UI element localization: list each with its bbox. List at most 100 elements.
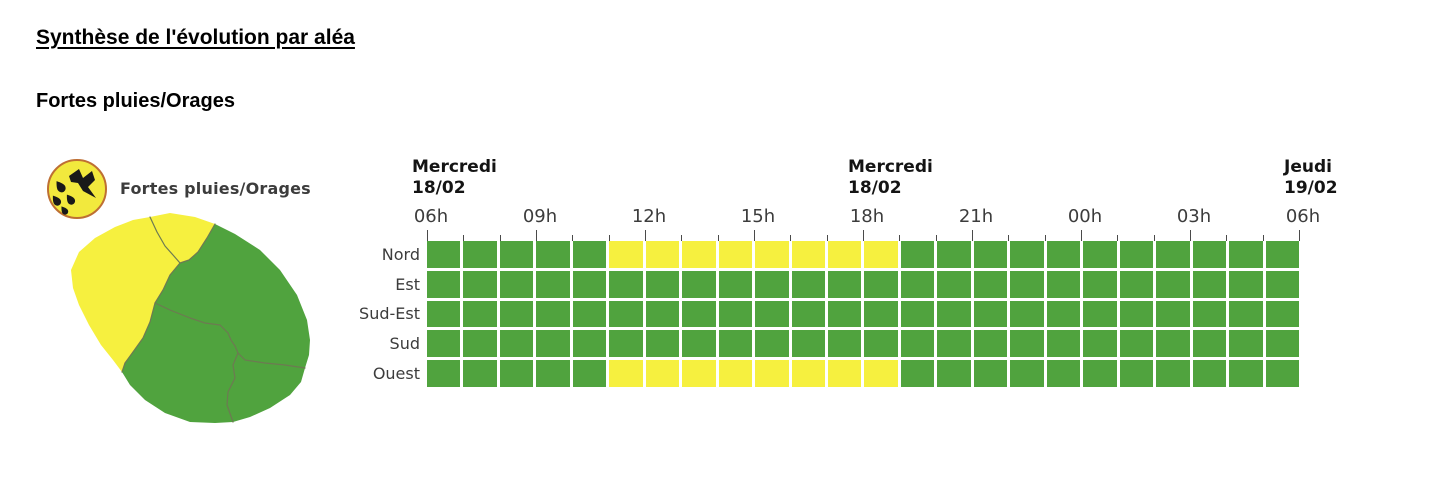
grid-cell <box>572 360 607 387</box>
grid-cell <box>864 360 898 387</box>
grid-cell <box>1010 300 1044 328</box>
grid-cell <box>864 300 898 328</box>
grid-cell <box>499 360 534 387</box>
grid-cell <box>645 300 680 328</box>
grid-cell <box>973 360 1008 387</box>
grid-cell <box>1119 241 1154 268</box>
grid-cell <box>463 241 497 268</box>
grid-cell <box>609 270 643 298</box>
grid-cell <box>828 330 862 358</box>
major-tick <box>427 230 428 241</box>
grid-cell <box>463 270 497 298</box>
minor-tick <box>681 235 683 241</box>
grid-cell <box>1119 360 1154 387</box>
grid-cell <box>828 300 862 328</box>
grid-cell <box>609 330 643 358</box>
minor-tick <box>899 235 901 241</box>
row-label-sud: Sud <box>389 334 420 354</box>
grid-cell <box>1156 241 1190 268</box>
hour-label-00h: 00h <box>1067 206 1103 227</box>
minor-tick <box>1226 235 1228 241</box>
grid-cell <box>900 241 935 268</box>
minor-tick <box>1117 235 1119 241</box>
date-header-0: Mercredi 18/02 <box>412 157 497 198</box>
grid-cell <box>937 270 971 298</box>
grid-cell <box>1229 360 1263 387</box>
grid-cell <box>1192 241 1227 268</box>
grid-cell <box>755 330 789 358</box>
grid-cell <box>572 270 607 298</box>
major-tick <box>1299 230 1300 241</box>
grid-cell <box>1046 270 1081 298</box>
grid-cell <box>499 300 534 328</box>
grid-cell <box>609 360 643 387</box>
grid-cell <box>937 360 971 387</box>
row-label-sud-est: Sud-Est <box>359 304 420 324</box>
grid-cell <box>536 300 570 328</box>
minor-tick <box>499 235 501 241</box>
grid-cell <box>427 241 461 268</box>
grid-cell <box>718 270 753 298</box>
major-tick <box>1081 230 1082 241</box>
grid-cell <box>1119 300 1154 328</box>
grid-cell <box>1083 300 1117 328</box>
grid-cell <box>536 360 570 387</box>
major-tick <box>972 230 973 241</box>
grid-cell <box>1046 330 1081 358</box>
minor-tick <box>572 235 574 241</box>
hour-label-12h: 12h <box>631 206 667 227</box>
grid-cell <box>463 360 497 387</box>
grid-cell <box>900 330 935 358</box>
reunion-map <box>71 213 310 423</box>
grid-cell <box>572 300 607 328</box>
timeline-grid <box>427 241 1299 387</box>
grid-cell <box>791 241 826 268</box>
grid-cell <box>791 300 826 328</box>
grid-cell <box>937 300 971 328</box>
grid-cell <box>1156 300 1190 328</box>
grid-cell <box>973 241 1008 268</box>
hour-label-21h: 21h <box>958 206 994 227</box>
minor-tick <box>1044 235 1046 241</box>
map-zone-est <box>155 224 310 368</box>
date-header-2: Jeudi 19/02 <box>1284 157 1338 198</box>
grid-cell <box>1046 360 1081 387</box>
grid-cell <box>572 330 607 358</box>
grid-cell <box>1156 270 1190 298</box>
major-tick <box>754 230 755 241</box>
grid-cell <box>791 360 826 387</box>
grid-cell <box>682 300 716 328</box>
page-title: Synthèse de l'évolution par aléa <box>36 26 355 49</box>
grid-cell <box>1119 330 1154 358</box>
grid-cell <box>864 241 898 268</box>
grid-cell <box>1010 241 1044 268</box>
grid-cell <box>427 330 461 358</box>
grid-cell <box>791 270 826 298</box>
minor-tick <box>608 235 610 241</box>
hour-label-18h: 18h <box>849 206 885 227</box>
grid-cell <box>1083 360 1117 387</box>
grid-cell <box>755 270 789 298</box>
minor-tick <box>1262 235 1264 241</box>
grid-cell <box>427 300 461 328</box>
minor-tick <box>790 235 792 241</box>
grid-cell <box>1010 360 1044 387</box>
date-header-1: Mercredi 18/02 <box>848 157 933 198</box>
grid-cell <box>536 241 570 268</box>
major-tick <box>1190 230 1191 241</box>
hazard-label: Fortes pluies/Orages <box>120 179 311 198</box>
grid-cell <box>755 360 789 387</box>
grid-cell <box>536 270 570 298</box>
grid-cell <box>937 330 971 358</box>
row-label-nord: Nord <box>381 244 420 264</box>
hazard-section-title: Fortes pluies/Orages <box>36 90 235 112</box>
grid-cell <box>463 300 497 328</box>
map-zone-sud-est <box>227 353 305 422</box>
hour-label-06h: 06h <box>1285 206 1321 227</box>
grid-cell <box>1083 330 1117 358</box>
hour-label-09h: 09h <box>522 206 558 227</box>
grid-cell <box>463 330 497 358</box>
minor-tick <box>463 235 465 241</box>
grid-cell <box>1229 300 1263 328</box>
grid-cell <box>718 300 753 328</box>
